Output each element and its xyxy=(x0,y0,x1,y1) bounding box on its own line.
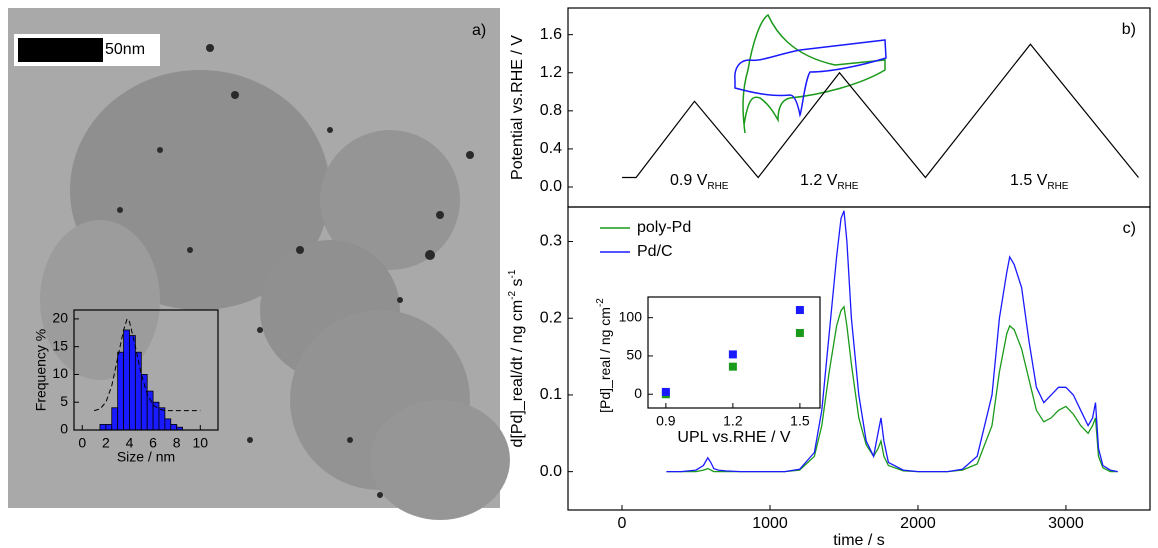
y-axis-label-part: d[Pd]_real/dt / ng cm xyxy=(509,300,526,448)
legend-label: poly-Pd xyxy=(637,219,691,236)
nanoparticles xyxy=(117,44,474,498)
y-tick-label: 20 xyxy=(52,310,68,326)
cv-curve xyxy=(742,13,886,134)
plot-frame xyxy=(567,206,1151,511)
annotation: 1.2 VRHE xyxy=(800,172,859,192)
x-tick-label: 0 xyxy=(618,515,627,532)
y-tick-label: 1.6 xyxy=(540,26,562,43)
point xyxy=(795,328,804,337)
point xyxy=(795,306,804,315)
bar xyxy=(117,351,124,431)
data-line xyxy=(622,43,1139,179)
y-axis-label: Potential vs.RHE / V xyxy=(509,35,526,180)
y-axis-label: Frequency % xyxy=(33,329,49,411)
x-tick-label: 10 xyxy=(193,435,209,451)
y-axis-label-part: -1 xyxy=(507,269,518,278)
scale-bar-label: 50nm xyxy=(105,41,145,58)
x-axis-label: UPL vs.RHE / V xyxy=(677,429,791,446)
y-tick-label: 0.1 xyxy=(540,386,562,403)
cv-inset xyxy=(734,13,887,134)
y-tick-label: 0.3 xyxy=(540,233,562,250)
y-tick-label: 0.0 xyxy=(540,463,562,480)
y-axis-label-part: [Pd]_real / ng cm xyxy=(597,307,613,413)
annotation: 1.5 VRHE xyxy=(1010,172,1069,192)
y-tick-label: 15 xyxy=(52,337,68,353)
x-tick-label: 1.5 xyxy=(790,413,810,429)
y-axis-label-part: -2 xyxy=(507,290,518,299)
bar xyxy=(134,351,142,431)
y-tick-label: 0.4 xyxy=(540,140,562,157)
bar xyxy=(111,407,119,431)
annotation-sub: RHE xyxy=(707,181,728,192)
x-tick-label: 0.9 xyxy=(656,413,676,429)
x-tick-label: 8 xyxy=(173,435,181,451)
y-tick-label: 1.2 xyxy=(540,64,562,81)
annotation-text: 1.5 V xyxy=(1010,172,1048,189)
scale-bar xyxy=(18,38,103,62)
y-tick-label: 0 xyxy=(634,385,642,401)
y-tick-label: 0.8 xyxy=(540,102,562,119)
x-tick-label: 4 xyxy=(126,435,134,451)
y-tick-label: 5 xyxy=(60,393,68,409)
cv-curve xyxy=(734,39,887,118)
point xyxy=(661,387,670,396)
annotation: 0.9 VRHE xyxy=(670,172,729,192)
y-axis-label: [Pd]_real / ng cm-2 xyxy=(595,298,613,413)
annotation-sub: RHE xyxy=(1047,181,1068,192)
y-axis-label-part: -2 xyxy=(595,298,606,307)
x-tick-label: 1000 xyxy=(752,515,788,532)
bar xyxy=(164,418,172,431)
x-tick-label: 3000 xyxy=(1048,515,1084,532)
y-tick-label: 0.0 xyxy=(540,178,562,195)
y-tick-label: 50 xyxy=(626,347,642,363)
x-axis-label: Size / nm xyxy=(117,449,175,465)
tem-image: 50nm a) xyxy=(8,8,510,520)
bar xyxy=(170,424,178,431)
bar xyxy=(123,329,130,431)
bar xyxy=(158,407,166,431)
legend-label: Pd/C xyxy=(637,243,673,260)
x-tick-label: 1.2 xyxy=(723,413,743,429)
data-line xyxy=(93,317,201,412)
particle-blob xyxy=(370,400,510,520)
bar xyxy=(146,390,154,431)
y-tick-label: 100 xyxy=(619,308,643,324)
plot-frame xyxy=(567,7,1151,208)
particle-blob xyxy=(40,220,160,380)
x-tick-label: 6 xyxy=(149,435,157,451)
bar xyxy=(105,424,113,431)
panel-label: c) xyxy=(1123,220,1136,237)
x-tick-label: 0 xyxy=(78,435,86,451)
plot-frame xyxy=(73,309,219,431)
x-tick-label: 2 xyxy=(102,435,110,451)
annotation-text: 0.9 V xyxy=(670,172,708,189)
bar xyxy=(129,335,136,431)
point xyxy=(728,362,737,371)
x-tick-label: 2000 xyxy=(900,515,936,532)
y-tick-label: 0.2 xyxy=(540,309,562,326)
particle-blob xyxy=(320,130,460,270)
y-tick-label: 0 xyxy=(60,421,68,437)
annotation-sub: RHE xyxy=(837,181,858,192)
panel-label: b) xyxy=(1122,21,1136,38)
panel-label: a) xyxy=(472,22,486,39)
point xyxy=(728,350,737,359)
y-axis-label: d[Pd]_real/dt / ng cm-2 s-1 xyxy=(507,269,526,447)
y-axis-label-part: s xyxy=(509,278,526,290)
bar xyxy=(140,374,148,431)
annotation-text: 1.2 V xyxy=(800,172,838,189)
plot-frame xyxy=(647,296,821,409)
bar xyxy=(99,424,107,431)
x-axis-label: time / s xyxy=(833,532,885,548)
y-tick-label: 10 xyxy=(52,365,68,381)
data-line xyxy=(666,210,1118,473)
